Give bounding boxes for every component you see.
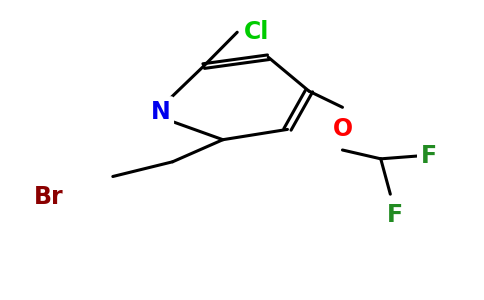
Text: F: F [387, 203, 403, 227]
Text: F: F [421, 144, 437, 168]
Text: N: N [151, 100, 170, 124]
Text: Cl: Cl [243, 20, 269, 44]
Text: O: O [333, 117, 352, 141]
Text: Br: Br [33, 185, 63, 209]
